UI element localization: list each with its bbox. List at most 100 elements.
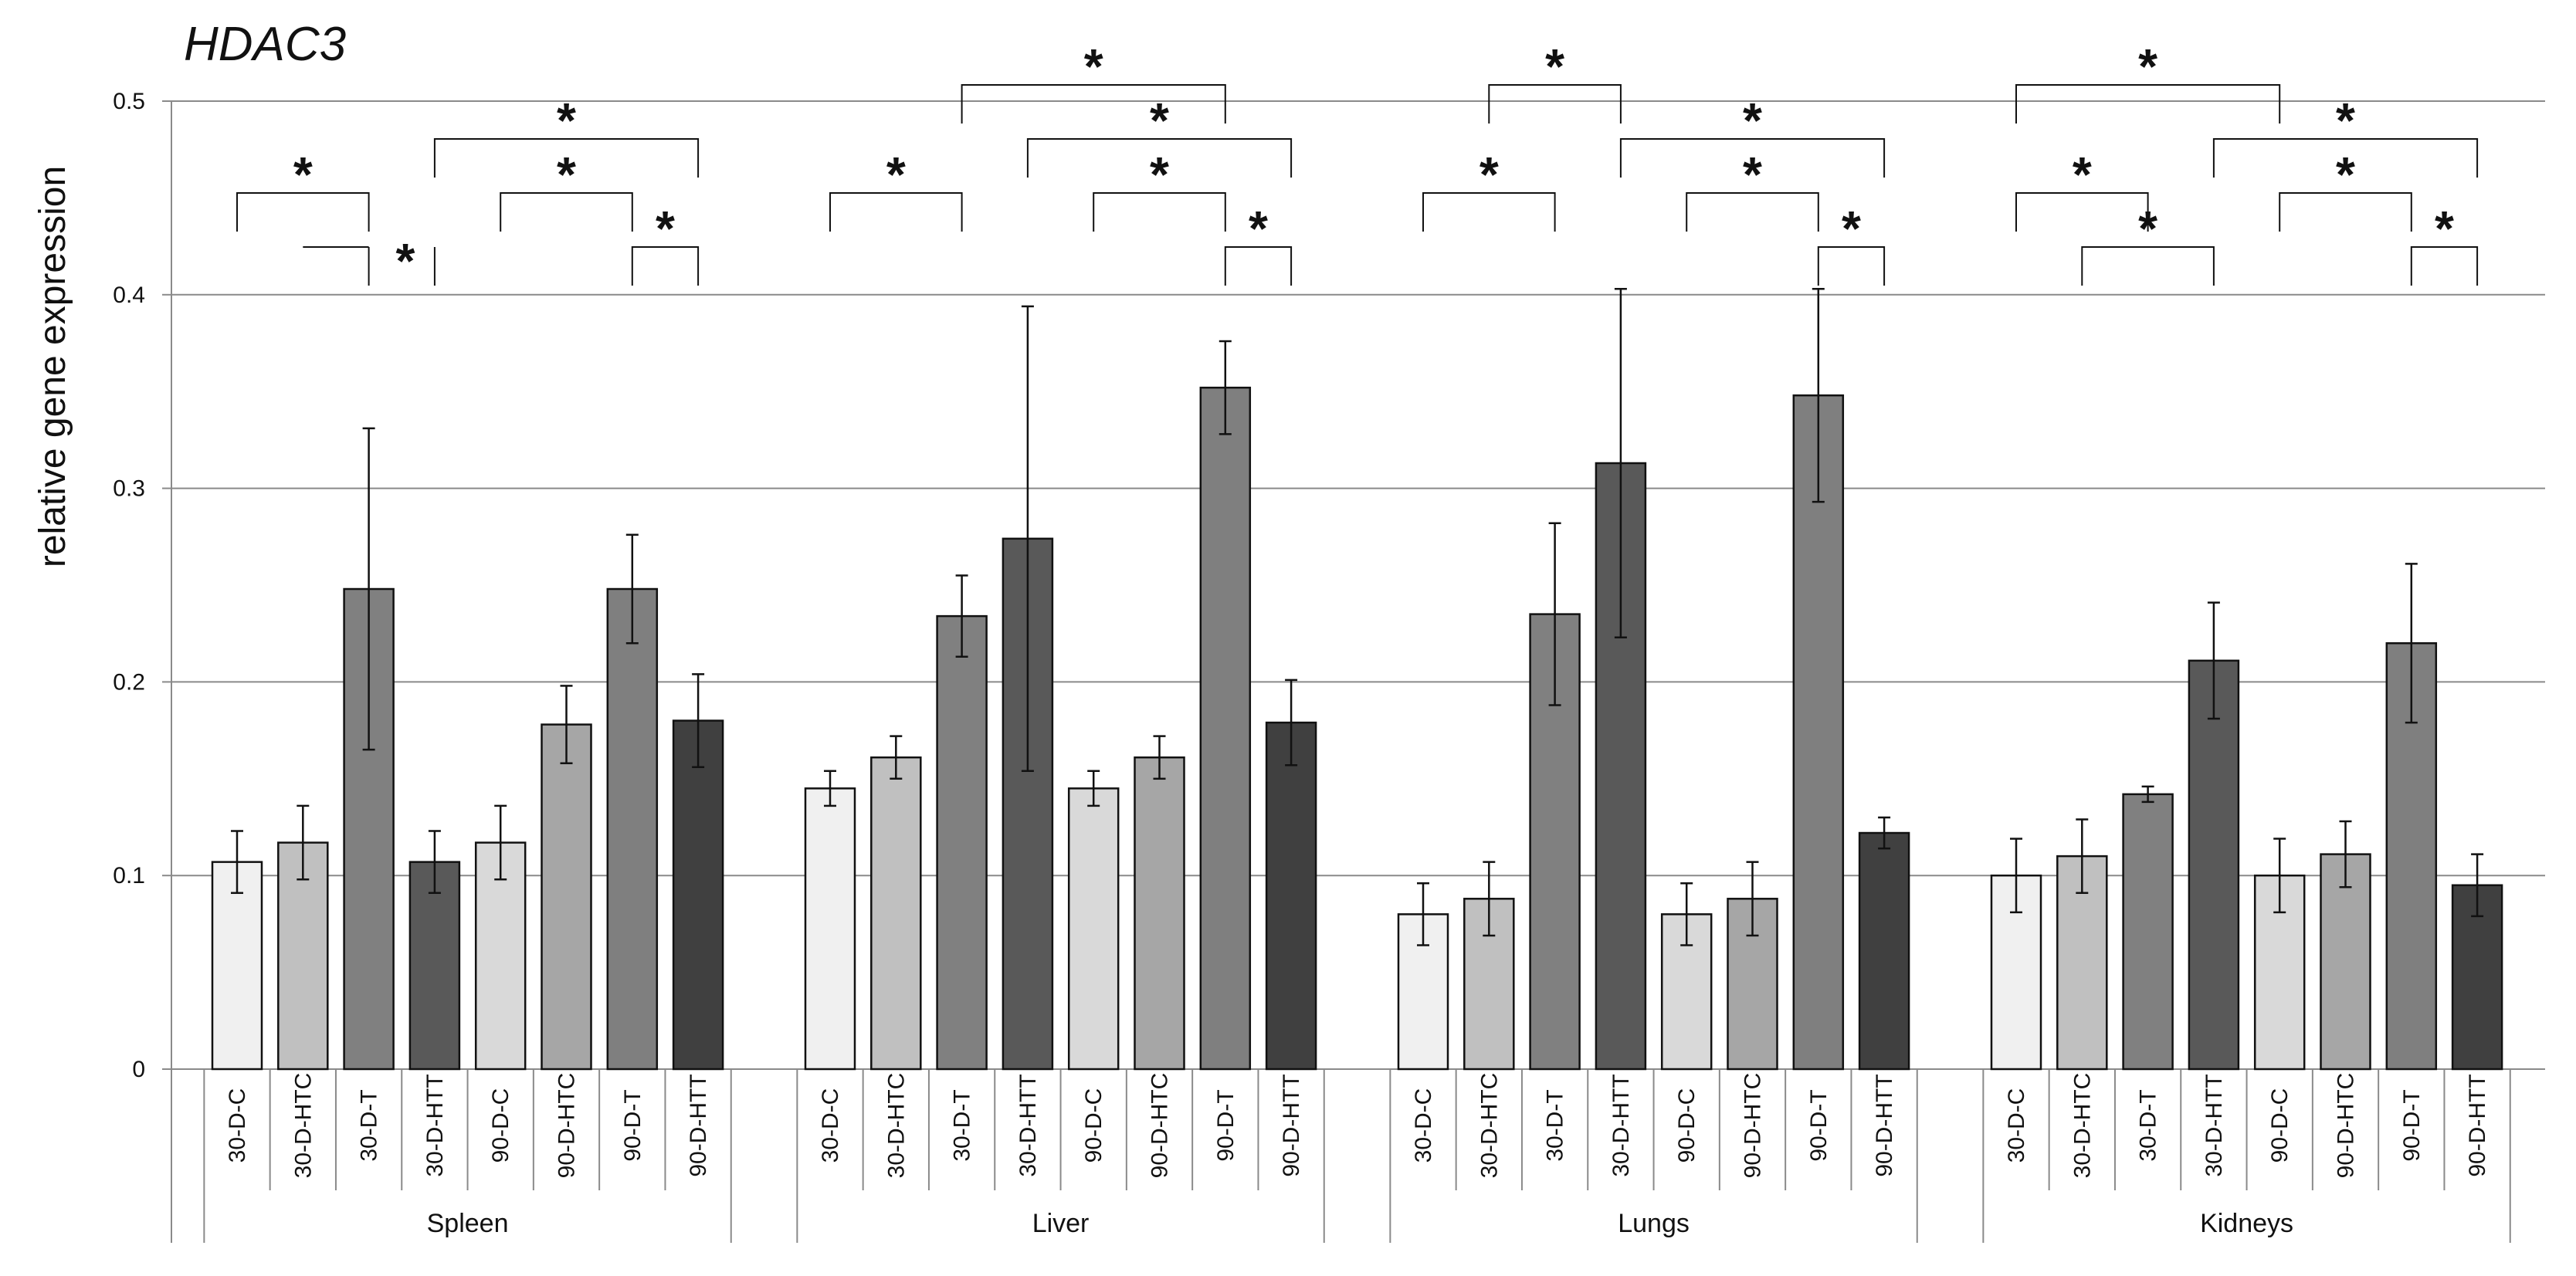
significance-bracket xyxy=(961,84,1226,124)
significance-bracket xyxy=(236,192,370,232)
significance-bracket xyxy=(1093,192,1226,232)
significance-bracket xyxy=(2212,138,2479,178)
y-tick-label: 0.5 xyxy=(113,89,145,114)
category-label: 30-D-C xyxy=(818,1088,843,1163)
chart-title: HDAC3 xyxy=(184,18,346,71)
category-label: 90-D-HTT xyxy=(2465,1074,2490,1176)
significance-bracket xyxy=(1026,138,1293,178)
error-bars xyxy=(231,288,2484,946)
significance-star: * xyxy=(293,147,313,202)
significance-brackets: ****** ***** ********** xyxy=(236,39,2479,289)
y-tick-label: 0.1 xyxy=(113,863,145,888)
category-label: 90-D-HTC xyxy=(554,1073,580,1179)
category-label: 30-D-C xyxy=(1411,1088,1436,1163)
y-axis-label: relative gene expression xyxy=(32,166,73,567)
significance-bracket xyxy=(1488,84,1622,124)
category-label: 30-D-C xyxy=(2004,1088,2029,1163)
group-label-kidneys: Kidneys xyxy=(2200,1209,2293,1238)
bar-liver-90-d-t xyxy=(1199,386,1252,1071)
bar-liver-90-d-htt xyxy=(1265,721,1317,1071)
significance-star: * xyxy=(1480,147,1499,202)
category-label: 30-D-HTT xyxy=(2201,1074,2227,1176)
category-label: 90-D-HTC xyxy=(2334,1073,2359,1179)
category-label: 90-D-C xyxy=(1081,1088,1107,1163)
significance-star: * xyxy=(2138,201,2157,256)
significance-bracket xyxy=(433,138,700,178)
significance-bracket xyxy=(631,246,700,286)
category-label: 30-D-T xyxy=(950,1089,975,1161)
category-label: 90-D-C xyxy=(488,1088,514,1163)
significance-star: * xyxy=(1150,147,1169,202)
bar-liver-90-d-htc xyxy=(1134,756,1185,1071)
significance-bracket xyxy=(1817,246,1886,286)
significance-bracket xyxy=(2279,192,2412,232)
category-label: 90-D-T xyxy=(2399,1089,2425,1161)
category-label: 30-D-HTT xyxy=(1015,1074,1041,1176)
significance-bracket xyxy=(1422,192,1556,232)
bars xyxy=(211,386,2503,1071)
bar-spleen-30-d-c xyxy=(211,861,263,1071)
bar-kidneys-30-d-t xyxy=(2122,793,2174,1071)
bar-kidneys-30-d-htt xyxy=(2188,659,2240,1071)
significance-bracket xyxy=(1224,246,1293,286)
significance-star: * xyxy=(1743,147,1762,202)
bar-liver-90-d-c xyxy=(1067,787,1120,1071)
significance-star: * xyxy=(557,147,576,202)
y-tick-label: 0 xyxy=(132,1057,145,1082)
category-label: 90-D-HTC xyxy=(1740,1073,1766,1179)
category-labels: 30-D-C 30-D-HTC 30-D-T 30-D-HTT 90-D-C 90-D-H… xyxy=(225,1073,2490,1179)
group-labels: Spleen Liver Lungs Kidneys xyxy=(427,1209,2293,1238)
bar-lungs-90-d-htt xyxy=(1858,831,1910,1071)
category-label: 30-D-T xyxy=(1543,1089,1568,1161)
category-label: 90-D-HTT xyxy=(1279,1074,1304,1176)
significance-star: * xyxy=(2138,39,2157,94)
category-label: 30-D-HTT xyxy=(422,1074,448,1176)
significance-star: * xyxy=(1842,201,1861,256)
category-label: 30-D-HTT xyxy=(1608,1074,1634,1176)
significance-bracket xyxy=(2015,192,2149,232)
significance-star: * xyxy=(1084,39,1103,94)
category-label: 90-D-HTT xyxy=(1872,1074,1897,1176)
significance-star: * xyxy=(1249,201,1268,256)
significance-bracket xyxy=(829,192,963,232)
significance-star: * xyxy=(2073,147,2092,202)
group-label-liver: Liver xyxy=(1032,1209,1090,1238)
bar-spleen-90-d-htt xyxy=(672,719,724,1071)
significance-star: * xyxy=(886,147,906,202)
significance-star: * xyxy=(557,93,576,148)
y-tick-label: 0.2 xyxy=(113,669,145,695)
category-label: 30-D-T xyxy=(357,1089,382,1161)
bar-spleen-90-d-htc xyxy=(541,723,592,1071)
bar-spleen-30-d-htt xyxy=(408,861,461,1071)
significance-star: * xyxy=(2336,93,2355,148)
y-ticks: 0 0.1 0.2 0.3 0.4 0.5 xyxy=(113,89,171,1082)
bar-liver-30-d-htc xyxy=(870,756,922,1071)
category-label: 30-D-HTC xyxy=(2069,1073,2095,1179)
category-label: 30-D-HTC xyxy=(290,1073,316,1179)
y-tick-label: 0.3 xyxy=(113,476,145,502)
category-label: 30-D-HTC xyxy=(883,1073,909,1179)
significance-star: * xyxy=(1743,93,1762,148)
significance-bracket xyxy=(1686,192,1819,232)
bar-kidneys-90-d-htc xyxy=(2320,853,2371,1071)
bar-spleen-30-d-htc xyxy=(277,841,329,1071)
category-label: 90-D-T xyxy=(620,1089,646,1161)
significance-star: * xyxy=(2336,147,2355,202)
significance-bracket xyxy=(2081,246,2215,286)
significance-star: * xyxy=(656,201,675,256)
category-label: 90-D-C xyxy=(1674,1088,1700,1163)
significance-bracket xyxy=(2015,84,2281,124)
group-label-lungs: Lungs xyxy=(1618,1209,1690,1238)
category-label: 30-D-HTC xyxy=(1476,1073,1502,1179)
category-label: 90-D-HTC xyxy=(1147,1073,1173,1179)
y-tick-label: 0.4 xyxy=(113,283,145,308)
significance-star: * xyxy=(1545,39,1564,94)
group-label-spleen: Spleen xyxy=(427,1209,509,1238)
bar-liver-30-d-t xyxy=(936,614,988,1071)
significance-star: * xyxy=(395,233,415,289)
category-label: 30-D-T xyxy=(2136,1089,2161,1161)
significance-bracket xyxy=(500,192,633,232)
bar-lungs-90-d-t xyxy=(1792,394,1845,1071)
category-label: 30-D-C xyxy=(225,1088,250,1163)
